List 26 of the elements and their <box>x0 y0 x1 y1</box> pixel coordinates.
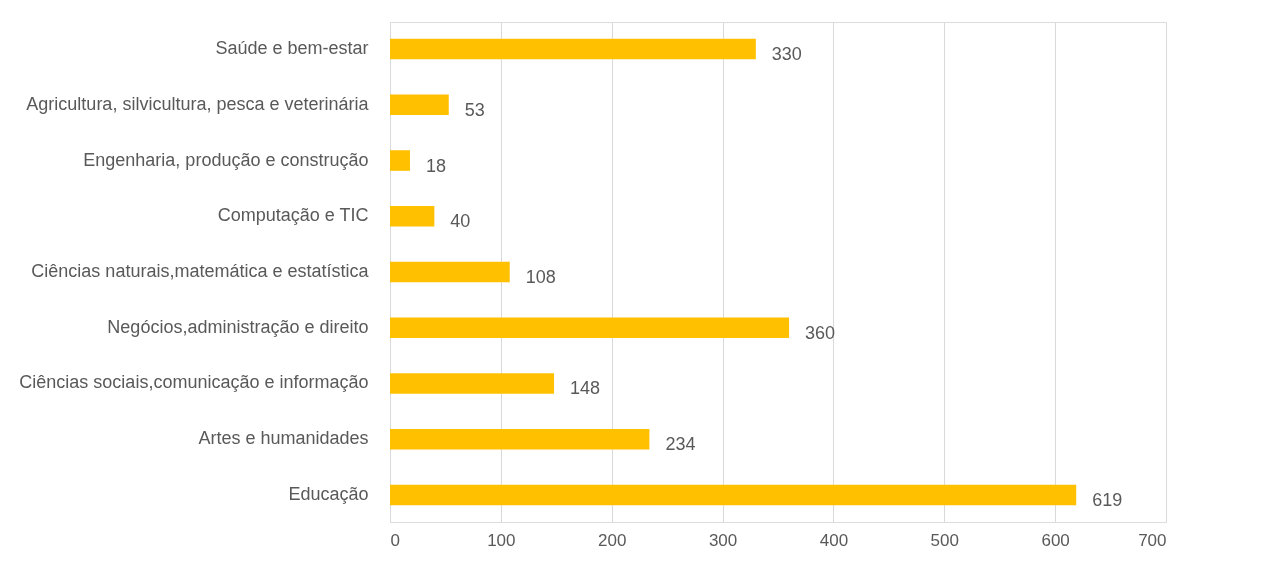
x-tick-label: 400 <box>819 530 849 550</box>
data-label: 234 <box>665 434 696 455</box>
x-tick-label: 600 <box>1041 530 1070 550</box>
x-tick-label: 0 <box>390 530 400 550</box>
y-tick-label: Agricultura, silvicultura, pesca e veterinária <box>26 93 370 114</box>
data-label: 148 <box>570 378 601 399</box>
x-tick-label: 300 <box>708 530 738 550</box>
y-tick-label: Negócios,administração e direito <box>107 316 369 337</box>
data-label: 619 <box>1092 489 1123 510</box>
data-label: 330 <box>771 44 802 65</box>
y-tick-label: Ciências naturais,matemática e estatística <box>31 261 370 281</box>
data-label: 40 <box>450 211 471 232</box>
x-tick-label: 700 <box>1138 530 1167 550</box>
data-label: 108 <box>525 267 556 287</box>
data-label: 18 <box>425 155 446 176</box>
y-tick-label: Artes e humanidades <box>198 428 369 449</box>
y-tick-label: Computação e TIC <box>217 205 369 226</box>
x-tick-label: 100 <box>487 530 516 550</box>
data-label: 53 <box>464 99 485 120</box>
y-tick-label: Saúde e bem-estar <box>215 38 369 59</box>
data-label: 360 <box>805 322 836 343</box>
y-tick-label: Ciências sociais,comunicação e informação <box>19 372 369 393</box>
x-tick-label: 500 <box>930 530 959 550</box>
x-tick-label: 200 <box>598 530 627 550</box>
y-tick-label: Engenharia, produção e construção <box>83 149 369 170</box>
y-tick-label: Educação <box>288 483 369 504</box>
